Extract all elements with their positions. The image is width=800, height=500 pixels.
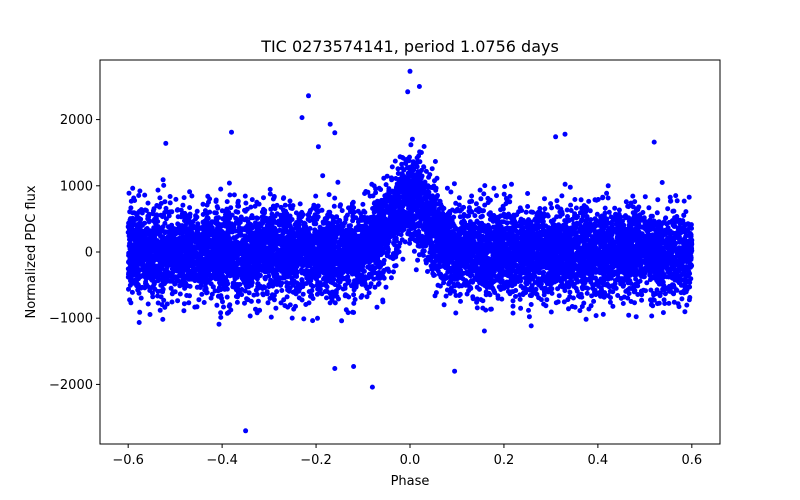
y-tick-label: −1000 [49,312,93,327]
flux-point-cloud [125,136,695,334]
y-tick-label: 2000 [60,113,93,128]
chart-title: TIC 0273574141, period 1.0756 days [260,37,559,56]
x-axis: −0.6 −0.4 −0.2 0.0 0.2 0.4 0.6 [112,444,702,468]
outlier-point [369,384,375,390]
outlier-point [332,130,338,136]
outlier-point [651,139,657,145]
data-points [125,68,695,434]
outlier-point [553,134,559,140]
outlier-point [332,366,338,371]
x-tick-label: 0.4 [588,453,609,468]
y-axis-label: Normalized PDC flux [24,185,39,318]
x-tick-label: 0.6 [681,453,702,468]
outlier-point [243,428,249,434]
outlier-point [405,89,411,95]
outlier-point [163,140,169,146]
outlier-point [306,93,311,99]
outlier-point [299,115,305,121]
x-tick-label: −0.2 [300,453,332,468]
outlier-point [315,144,321,150]
x-axis-label: Phase [391,474,430,489]
y-tick-label: 0 [85,246,93,261]
y-axis: −2000 −1000 0 1000 2000 [49,113,100,393]
outlier-point [407,68,413,74]
outlier-point [416,84,422,89]
outlier-point [351,364,357,369]
y-tick-label: 1000 [60,179,93,194]
x-tick-label: 0.2 [494,453,515,468]
x-tick-label: −0.4 [206,453,238,468]
x-tick-label: −0.6 [112,453,144,468]
outlier-point [229,129,234,135]
y-tick-label: −2000 [49,378,93,393]
x-tick-label: 0.0 [400,453,421,468]
outlier-point [562,131,568,137]
outlier-point [452,368,458,374]
outlier-point [327,121,333,127]
